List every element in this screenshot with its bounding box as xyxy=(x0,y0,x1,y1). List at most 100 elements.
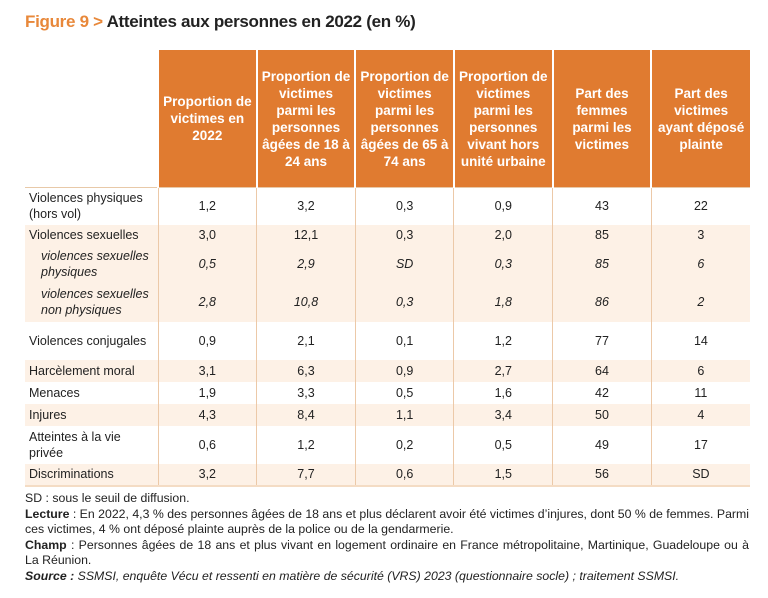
table-cell: 2,0 xyxy=(453,224,553,245)
table-cell: 1,6 xyxy=(453,381,553,404)
column-header: Proportion de victimes parmi les personn… xyxy=(255,50,356,188)
note-sd: SD : sous le seuil de diffusion. xyxy=(25,491,190,505)
table-cell: 0,3 xyxy=(354,282,454,322)
note-champ: Champ : Personnes âgées de 18 ans et plu… xyxy=(25,538,749,569)
table-row: Violences physiques (hors vol) 1,2 3,2 0,3 0… xyxy=(25,187,750,225)
row-label: Violences conjugales xyxy=(29,333,147,348)
table-cell: 2,1 xyxy=(256,321,356,360)
champ-text: : Personnes âgées de 18 ans et plus viva… xyxy=(25,537,749,568)
table-cell: 1,1 xyxy=(354,403,454,426)
table-cell: 3,3 xyxy=(256,381,356,404)
table-cell: 10,8 xyxy=(256,282,356,322)
table-row: violences sexuelles non physiques 2,8 10,8… xyxy=(25,282,750,322)
table-cell: 22 xyxy=(650,187,750,225)
table-cell: 7,7 xyxy=(256,463,356,487)
column-header: Part des victimes ayant déposé plainte xyxy=(650,50,750,188)
table-cell: 1,8 xyxy=(453,282,553,322)
table-cell: 4 xyxy=(650,403,750,426)
table-cell: 77 xyxy=(552,321,652,360)
table-row: Menaces 1,9 3,3 0,5 1,6 42 11 xyxy=(25,381,750,404)
table-cell: 8,4 xyxy=(256,403,356,426)
table-cell: 85 xyxy=(552,244,652,283)
table-cell: 17 xyxy=(650,425,750,464)
table-cell: 0,6 xyxy=(354,463,454,487)
table-cell: 50 xyxy=(552,403,652,426)
row-label: Violences sexuelles xyxy=(25,224,158,245)
table-cell: SD xyxy=(650,463,750,487)
table-cell: 0,9 xyxy=(354,359,454,382)
figure-title-text: Atteintes aux personnes en 2022 (en %) xyxy=(106,12,416,31)
table-row: Violences conjugales 0,9 2,1 0,1 1,2 77 14 xyxy=(25,321,750,360)
table-cell: 12,1 xyxy=(256,224,356,245)
row-label: Atteintes à la vie privée xyxy=(29,429,121,460)
table-cell: 6,3 xyxy=(256,359,356,382)
table-cell: 0,2 xyxy=(354,425,454,464)
table-cell: 3,2 xyxy=(256,187,356,225)
note-lecture: Lecture : En 2022, 4,3 % des personnes â… xyxy=(25,507,749,538)
table-row: Violences sexuelles 3,0 12,1 0,3 2,0 85 3 xyxy=(25,224,750,245)
table-cell: 56 xyxy=(552,463,652,487)
row-label: violences sexuelles non physiques xyxy=(25,282,158,322)
column-header: Proportion de victimes parmi les personn… xyxy=(354,50,454,188)
data-table: Proportion de victimes en 2022 Proportion… xyxy=(25,50,750,487)
table-cell: 2 xyxy=(650,282,750,322)
table-cell: 0,1 xyxy=(354,321,454,360)
table-cell: 2,7 xyxy=(453,359,553,382)
table-row: Atteintes à la vie privée 0,6 1,2 0,2 0,5 49 1… xyxy=(25,425,750,464)
champ-label: Champ xyxy=(25,537,67,552)
source-text: SSMSI, enquête Vécu et ressenti en matiè… xyxy=(74,568,680,583)
table-cell: 0,3 xyxy=(354,224,454,245)
table-cell: 0,3 xyxy=(453,244,553,283)
table-cell: 0,5 xyxy=(157,244,257,283)
table-cell: 6 xyxy=(650,359,750,382)
column-header: Proportion de victimes parmi les personn… xyxy=(452,50,553,188)
table-cell: 3,4 xyxy=(453,403,553,426)
table-cell: 2,9 xyxy=(256,244,356,283)
table-cell: 86 xyxy=(552,282,652,322)
note-source: Source : SSMSI, enquête Vécu et ressenti… xyxy=(25,569,749,585)
table-cell: 1,9 xyxy=(157,381,257,404)
table-cell: 0,6 xyxy=(157,425,257,464)
table-cell: 0,5 xyxy=(354,381,454,404)
table-cell: 3,0 xyxy=(157,224,257,245)
table-cell: SD xyxy=(354,244,454,283)
table-cell: 0,9 xyxy=(453,187,553,225)
table-cell: 4,3 xyxy=(157,403,257,426)
row-label: Harcèlement moral xyxy=(25,359,158,382)
table-cell: 0,9 xyxy=(157,321,257,360)
figure-number: Figure 9 > xyxy=(25,12,103,31)
source-label: Source : xyxy=(25,568,75,583)
header-blank xyxy=(25,50,158,188)
row-label: violences sexuelles physiques xyxy=(25,244,158,283)
table-cell: 3,2 xyxy=(157,463,257,487)
table-cell: 85 xyxy=(552,224,652,245)
table-cell: 3,1 xyxy=(157,359,257,382)
figure-title: Figure 9 > Atteintes aux personnes en 20… xyxy=(25,12,416,32)
table-cell: 1,5 xyxy=(453,463,553,487)
table-cell: 42 xyxy=(552,381,652,404)
table-cell: 1,2 xyxy=(157,187,257,225)
lecture-label: Lecture xyxy=(25,506,70,521)
table-row: Injures 4,3 8,4 1,1 3,4 50 4 xyxy=(25,403,750,426)
lecture-text: : En 2022, 4,3 % des personnes âgées de … xyxy=(25,506,749,537)
notes: SD : sous le seuil de diffusion. Lecture… xyxy=(25,491,749,584)
header-row: Proportion de victimes en 2022 Proportion… xyxy=(25,50,750,188)
table-cell: 3 xyxy=(650,224,750,245)
column-header: Proportion de victimes en 2022 xyxy=(157,50,257,188)
table-cell: 64 xyxy=(552,359,652,382)
table-cell: 1,2 xyxy=(256,425,356,464)
row-label: Injures xyxy=(25,403,158,426)
table-cell: 11 xyxy=(650,381,750,404)
table-cell: 14 xyxy=(650,321,750,360)
table-cell: 43 xyxy=(552,187,652,225)
row-label: Discriminations xyxy=(25,463,158,487)
row-label: Violences physiques (hors vol) xyxy=(25,187,158,225)
table-cell: 2,8 xyxy=(157,282,257,322)
table-cell: 1,2 xyxy=(453,321,553,360)
table-row: Discriminations 3,2 7,7 0,6 1,5 56 SD xyxy=(25,463,750,487)
table-row: Harcèlement moral 3,1 6,3 0,9 2,7 64 6 xyxy=(25,359,750,382)
column-header: Part des femmes parmi les victimes xyxy=(551,50,652,188)
table-cell: 49 xyxy=(552,425,652,464)
table-cell: 0,5 xyxy=(453,425,553,464)
